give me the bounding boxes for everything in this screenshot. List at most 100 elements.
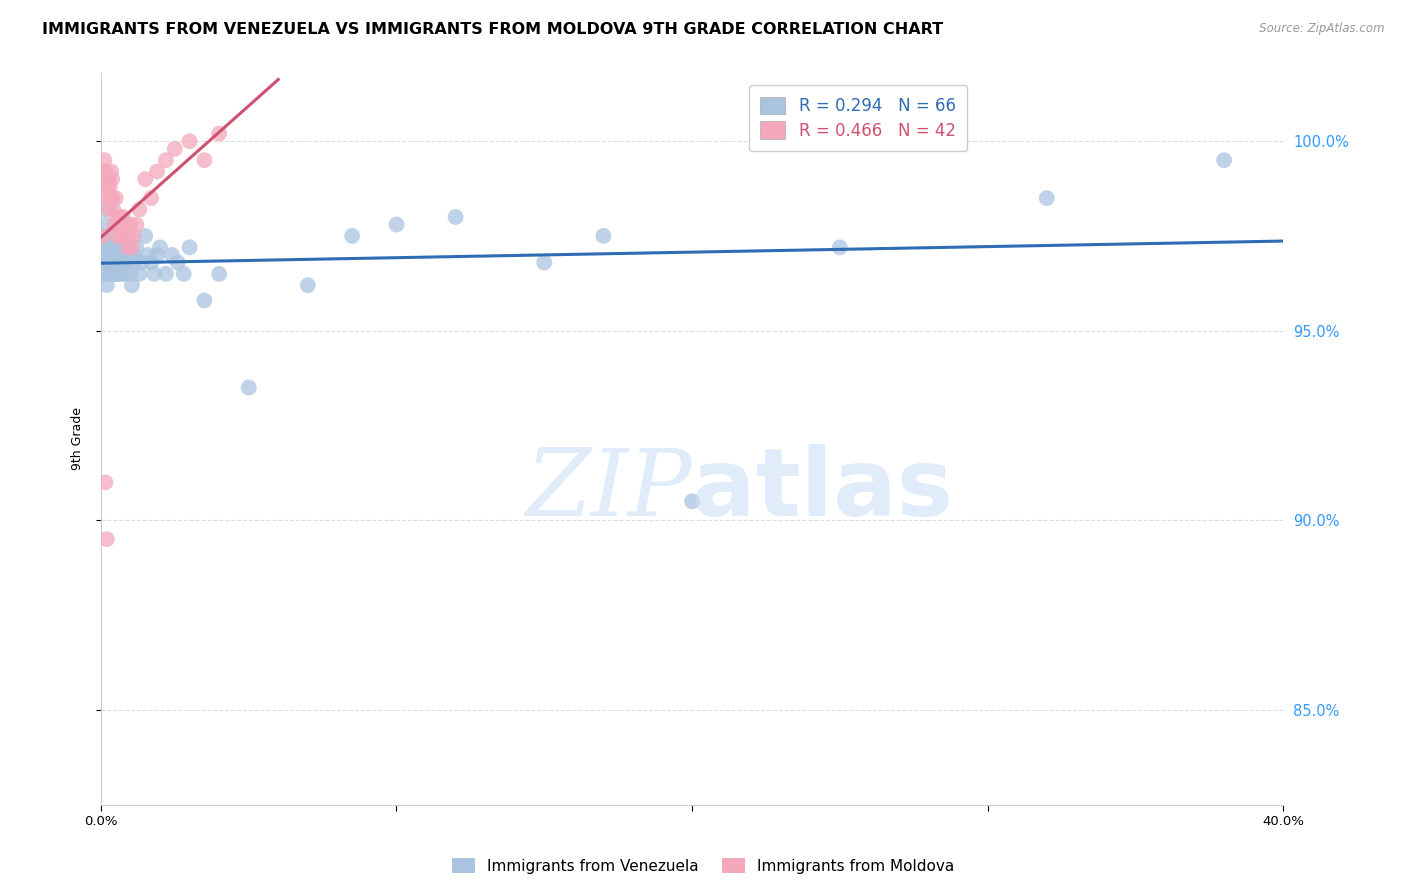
Point <box>114 229 136 244</box>
Point <box>96 248 118 262</box>
Point <box>93 153 115 168</box>
Point <box>94 164 117 178</box>
Point <box>103 202 125 217</box>
Text: ZIP: ZIP <box>526 445 692 535</box>
Point <box>96 179 118 194</box>
Point <box>93 240 115 254</box>
Point <box>136 248 159 262</box>
Point <box>193 153 215 168</box>
Point <box>155 153 177 168</box>
Point <box>128 202 150 217</box>
Point <box>681 494 703 508</box>
Legend: Immigrants from Venezuela, Immigrants from Moldova: Immigrants from Venezuela, Immigrants fr… <box>446 852 960 880</box>
Point <box>173 267 195 281</box>
Point <box>91 248 114 262</box>
Point <box>297 278 319 293</box>
Point <box>97 255 120 269</box>
Point <box>107 255 129 269</box>
Point <box>208 267 231 281</box>
Point <box>166 255 188 269</box>
Point <box>94 202 117 217</box>
Point <box>118 255 141 269</box>
Point <box>120 218 142 232</box>
Point <box>533 255 555 269</box>
Point <box>118 229 141 244</box>
Point <box>91 229 114 244</box>
Point <box>107 210 129 224</box>
Point <box>122 248 145 262</box>
Point <box>131 255 153 269</box>
Point <box>93 179 115 194</box>
Point <box>110 229 132 244</box>
Point <box>105 267 128 281</box>
Point <box>101 229 124 244</box>
Point <box>193 293 215 308</box>
Point <box>120 267 142 281</box>
Point <box>104 191 127 205</box>
Point <box>98 202 121 217</box>
Legend: R = 0.294   N = 66, R = 0.466   N = 42: R = 0.294 N = 66, R = 0.466 N = 42 <box>749 85 967 152</box>
Point <box>98 191 121 205</box>
Point <box>96 191 118 205</box>
Point <box>97 267 120 281</box>
Point <box>340 229 363 244</box>
Point <box>97 172 120 186</box>
Point <box>141 255 163 269</box>
Text: IMMIGRANTS FROM VENEZUELA VS IMMIGRANTS FROM MOLDOVA 9TH GRADE CORRELATION CHART: IMMIGRANTS FROM VENEZUELA VS IMMIGRANTS … <box>42 22 943 37</box>
Point <box>103 240 125 254</box>
Point <box>100 164 122 178</box>
Point <box>146 164 169 178</box>
Point <box>108 267 131 281</box>
Point <box>103 218 125 232</box>
Point <box>828 240 851 254</box>
Point <box>98 179 121 194</box>
Point <box>93 267 115 281</box>
Point <box>104 248 127 262</box>
Point <box>163 142 186 156</box>
Point <box>125 240 148 254</box>
Point <box>96 172 118 186</box>
Point <box>115 240 138 254</box>
Point <box>104 267 127 281</box>
Point <box>179 134 201 148</box>
Point <box>385 218 408 232</box>
Point <box>128 267 150 281</box>
Point <box>107 248 129 262</box>
Point <box>134 172 156 186</box>
Point <box>141 191 163 205</box>
Point <box>101 191 124 205</box>
Point <box>146 248 169 262</box>
Point <box>96 218 118 232</box>
Point <box>149 240 172 254</box>
Point <box>1213 153 1236 168</box>
Point <box>98 240 121 254</box>
Point <box>94 229 117 244</box>
Point <box>121 278 143 293</box>
Point <box>117 240 139 254</box>
Point <box>143 267 166 281</box>
Point <box>208 127 231 141</box>
Y-axis label: 9th Grade: 9th Grade <box>72 408 84 470</box>
Point <box>110 267 132 281</box>
Point <box>108 218 131 232</box>
Point <box>122 229 145 244</box>
Point <box>91 164 114 178</box>
Point <box>592 229 614 244</box>
Point <box>101 267 124 281</box>
Point <box>112 255 135 269</box>
Text: Source: ZipAtlas.com: Source: ZipAtlas.com <box>1260 22 1385 36</box>
Point <box>110 255 132 269</box>
Point <box>100 248 122 262</box>
Point <box>444 210 467 224</box>
Point <box>98 255 121 269</box>
Point <box>108 240 131 254</box>
Point <box>121 240 143 254</box>
Point <box>105 240 128 254</box>
Point <box>98 267 121 281</box>
Point <box>1035 191 1057 205</box>
Point <box>114 267 136 281</box>
Text: atlas: atlas <box>692 444 953 536</box>
Point <box>117 229 139 244</box>
Point <box>96 278 118 293</box>
Point <box>103 255 125 269</box>
